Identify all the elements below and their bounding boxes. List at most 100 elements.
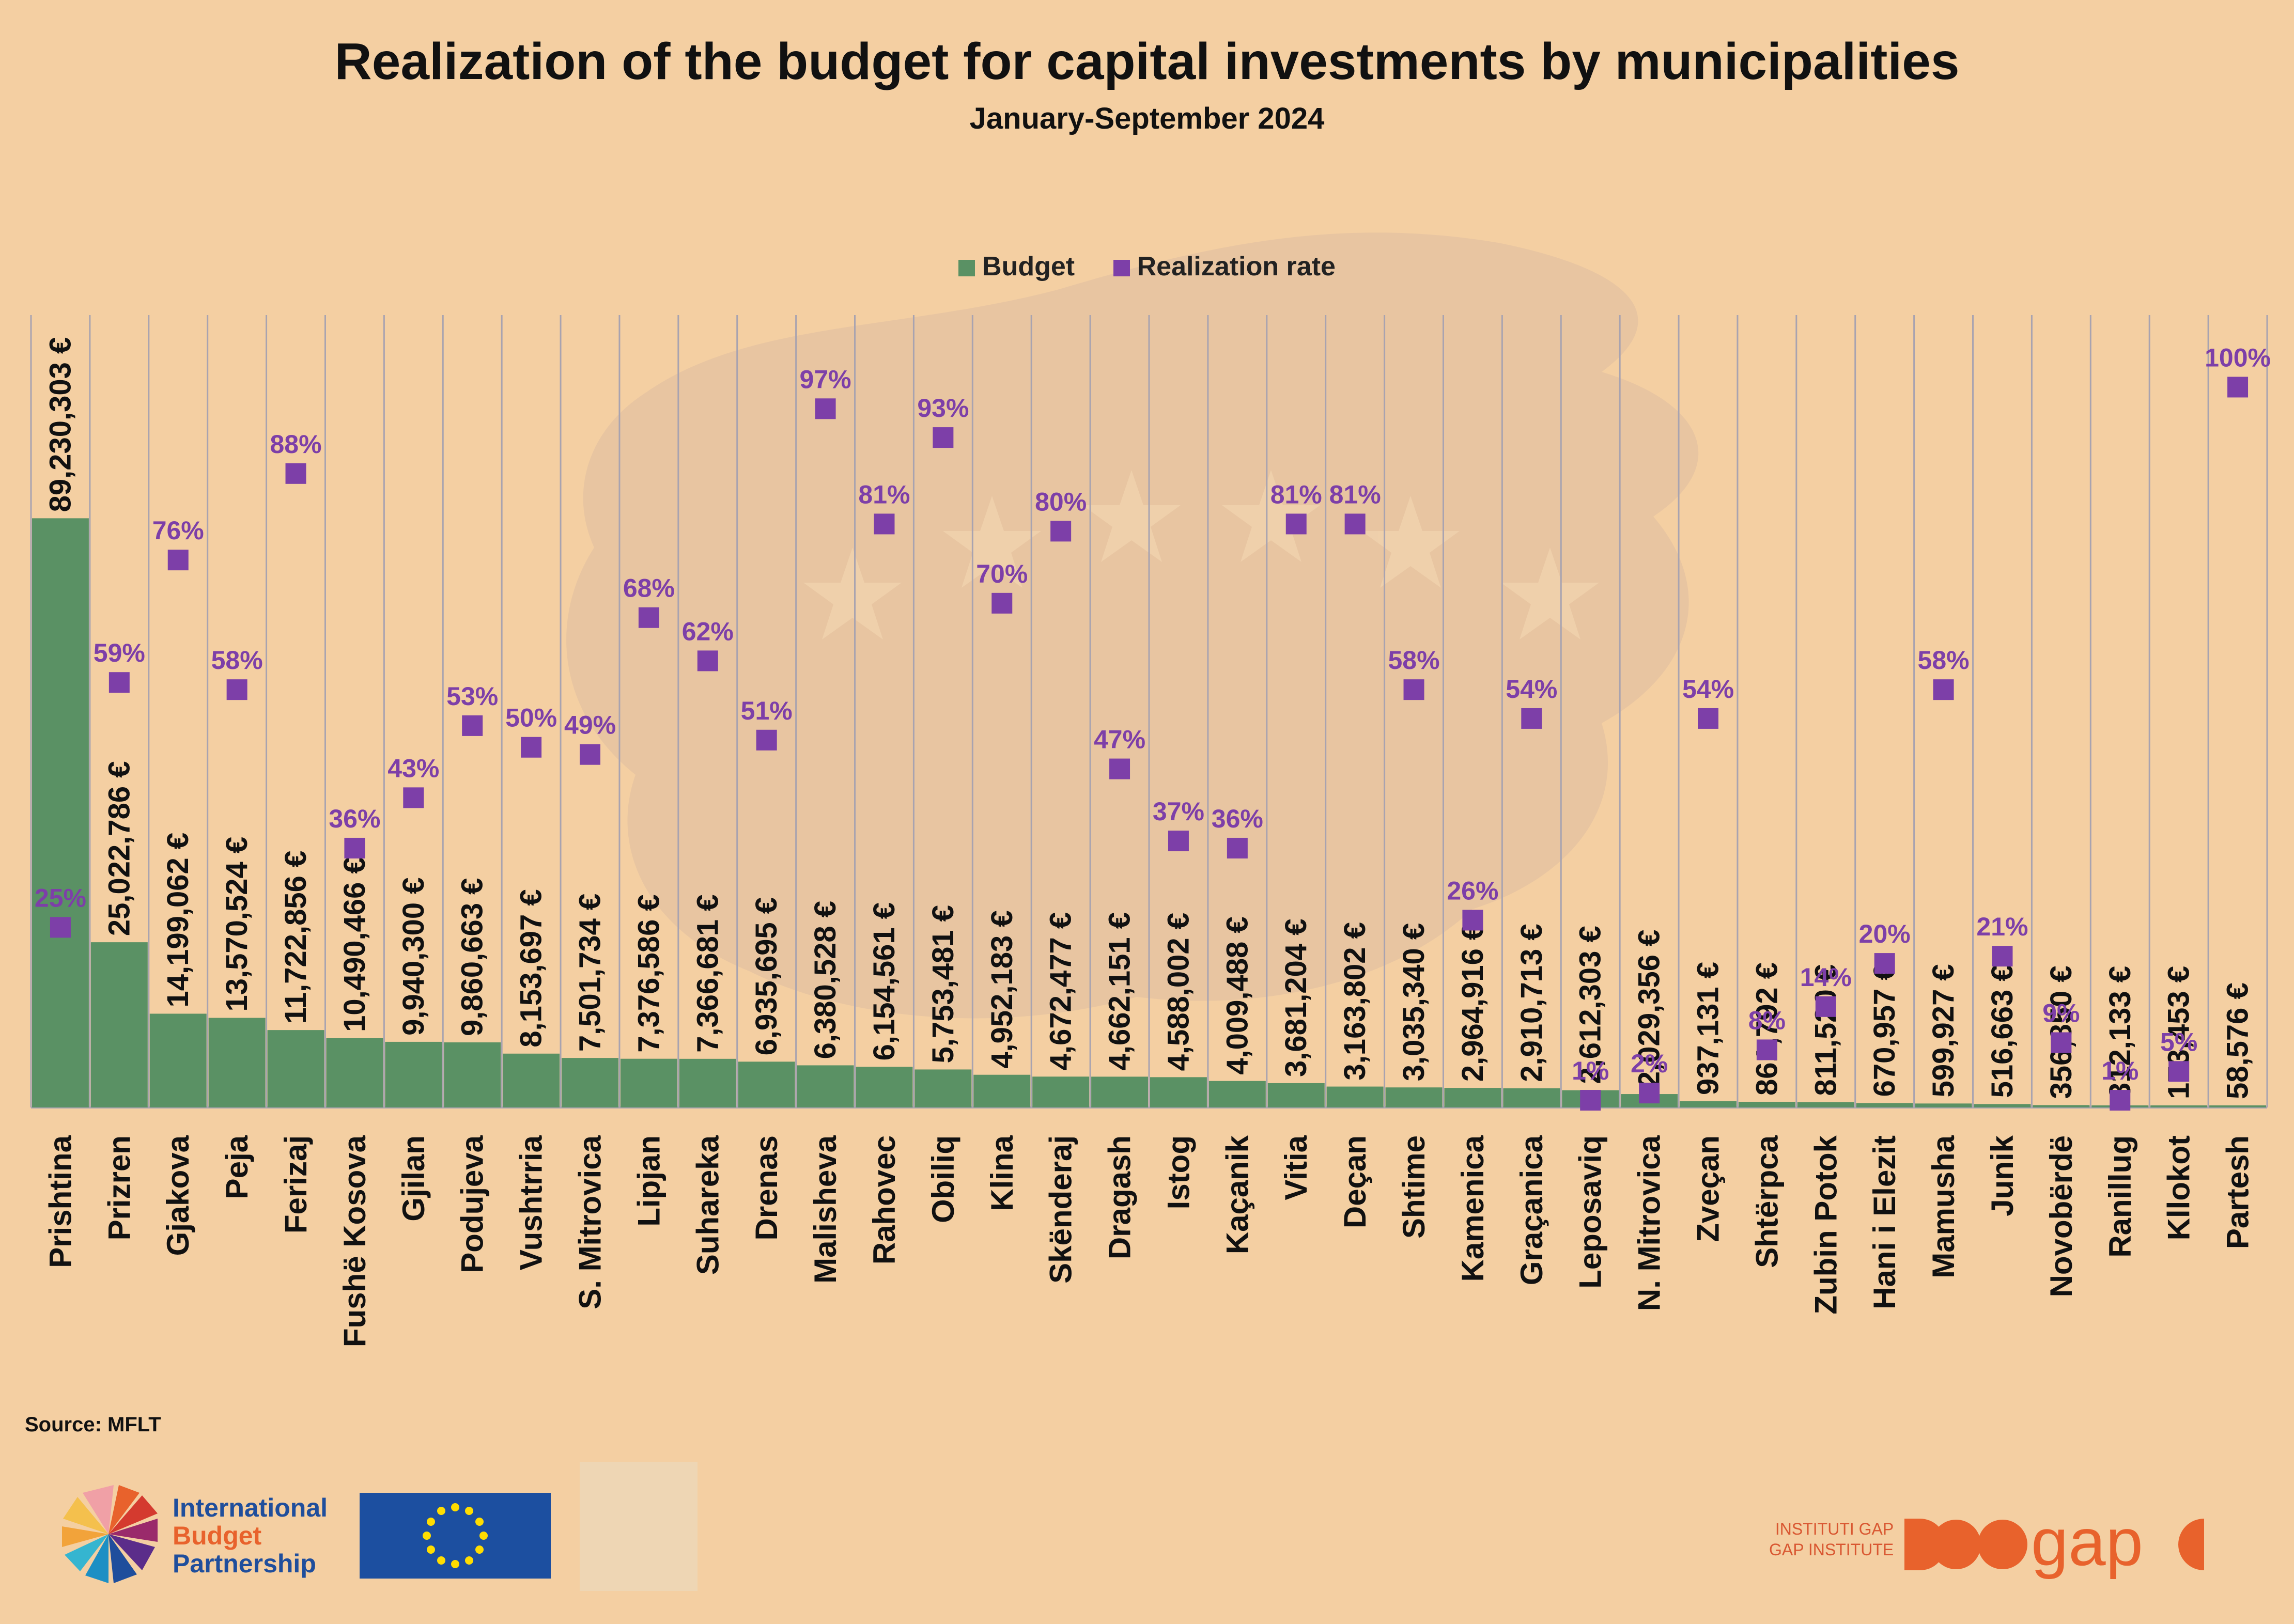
ibp-petal-2 bbox=[109, 1495, 158, 1534]
budget-bar bbox=[738, 1061, 795, 1107]
rate-data-label: 49% bbox=[564, 711, 616, 740]
rate-data-label: 81% bbox=[1329, 480, 1381, 509]
rate-data-label: 21% bbox=[1976, 912, 2028, 941]
x-tick-label: Ferizaj bbox=[278, 1135, 313, 1233]
rate-marker bbox=[1344, 513, 1366, 535]
rate-marker bbox=[462, 715, 483, 736]
rate-marker bbox=[109, 672, 130, 693]
rate-marker bbox=[1580, 1090, 1601, 1111]
x-tick-label: Junik bbox=[1985, 1135, 2020, 1216]
eu-star bbox=[451, 1560, 459, 1568]
budget-data-label: 7,376,586 € bbox=[632, 894, 665, 1052]
x-tick-label: Skënderaj bbox=[1044, 1135, 1078, 1284]
x-tick-label: Prizren bbox=[102, 1135, 136, 1240]
rate-marker bbox=[1050, 521, 1072, 542]
rate-data-label: 54% bbox=[1506, 675, 1557, 704]
budget-bar bbox=[562, 1058, 618, 1107]
x-tick-label: Kamenica bbox=[1455, 1135, 1490, 1282]
budget-bar bbox=[1150, 1077, 1207, 1107]
eu-star bbox=[451, 1503, 459, 1511]
star-5 bbox=[1361, 496, 1460, 588]
gap-institute-text: INSTITUTI GAP GAP INSTITUTE bbox=[1769, 1519, 1894, 1560]
rate-data-label: 76% bbox=[152, 516, 204, 545]
legend-swatch-rate bbox=[1113, 260, 1130, 276]
budget-bar bbox=[90, 942, 148, 1107]
rate-data-label: 80% bbox=[1035, 487, 1087, 516]
x-tick-label: Klina bbox=[985, 1135, 1019, 1211]
rate-data-label: 5% bbox=[2160, 1027, 2197, 1056]
eu-star bbox=[437, 1507, 445, 1515]
rate-marker bbox=[403, 787, 424, 808]
budget-data-label: 58,576 € bbox=[2221, 982, 2255, 1099]
rate-marker bbox=[1285, 513, 1307, 535]
ibp-line-2: Budget bbox=[173, 1521, 262, 1550]
ibp-petal-6 bbox=[85, 1534, 109, 1583]
budget-bar bbox=[797, 1065, 854, 1107]
budget-data-label: 11,722,856 € bbox=[279, 851, 313, 1024]
star-1 bbox=[803, 548, 902, 639]
source-note: Source: MFLT bbox=[25, 1413, 161, 1436]
budget-data-label: 4,662,151 € bbox=[1103, 912, 1137, 1070]
rate-data-label: 81% bbox=[1270, 480, 1322, 509]
legend-swatch-budget bbox=[958, 260, 975, 276]
rate-marker bbox=[1756, 1039, 1777, 1060]
rate-data-label: 93% bbox=[917, 394, 969, 423]
star-6 bbox=[1501, 548, 1599, 639]
budget-bar bbox=[1267, 1083, 1325, 1107]
ibp-logo-icon bbox=[62, 1485, 158, 1583]
eu-star bbox=[437, 1556, 445, 1565]
rate-marker bbox=[874, 513, 895, 535]
budget-bar bbox=[208, 1018, 266, 1107]
rate-data-label: 1% bbox=[2101, 1056, 2138, 1085]
budget-data-label: 9,860,663 € bbox=[456, 878, 489, 1036]
rate-marker bbox=[2051, 1032, 2072, 1053]
budget-bar bbox=[1032, 1076, 1090, 1107]
budget-bar bbox=[1208, 1081, 1266, 1107]
budget-data-label: 8,153,697 € bbox=[515, 889, 548, 1047]
rate-data-label: 43% bbox=[388, 754, 439, 783]
ibp-petal-4 bbox=[109, 1534, 155, 1570]
gap-dot-3 bbox=[1978, 1520, 2027, 1569]
ibp-wordmark: International Budget Partnership bbox=[173, 1494, 328, 1578]
budget-data-label: 2,612,303 € bbox=[1574, 926, 1607, 1084]
budget-data-label: 4,588,002 € bbox=[1161, 913, 1195, 1071]
budget-bar bbox=[267, 1030, 324, 1107]
x-tick-label: Kaçanik bbox=[1220, 1135, 1254, 1254]
x-tick-label: Peja bbox=[220, 1135, 254, 1199]
legend-item-rate: Realization rate bbox=[1113, 251, 1336, 282]
budget-bar bbox=[444, 1042, 501, 1107]
legend-label-budget: Budget bbox=[982, 252, 1075, 282]
budget-bar bbox=[620, 1058, 677, 1107]
rate-marker bbox=[167, 550, 189, 571]
x-tick-label: Hani i Elezit bbox=[1867, 1135, 1902, 1309]
rate-data-label: 47% bbox=[1094, 725, 1145, 754]
x-tick-label: Graçanica bbox=[1514, 1135, 1549, 1285]
chart-title: Realization of the budget for capital in… bbox=[334, 33, 1960, 90]
budget-data-label: 312,133 € bbox=[2103, 966, 2137, 1099]
rate-data-label: 14% bbox=[1800, 963, 1852, 992]
rate-marker bbox=[344, 837, 365, 858]
budget-data-label: 7,501,734 € bbox=[574, 894, 607, 1052]
budget-data-label: 6,935,695 € bbox=[750, 897, 783, 1055]
x-tick-label: Podujeva bbox=[455, 1135, 490, 1273]
budget-data-label: 861,792 € bbox=[1750, 962, 1784, 1096]
ibp-line-3: Partnership bbox=[173, 1549, 316, 1578]
budget-bar bbox=[2033, 1105, 2090, 1107]
x-tick-label: N. Mitrovica bbox=[1632, 1135, 1667, 1311]
budget-data-label: 4,952,183 € bbox=[985, 910, 1019, 1068]
x-tick-label: Novobërdë bbox=[2044, 1135, 2079, 1297]
rate-marker bbox=[991, 592, 1013, 614]
budget-data-label: 516,663 € bbox=[1986, 964, 2019, 1098]
star-3 bbox=[1082, 470, 1181, 562]
rate-marker bbox=[815, 398, 836, 419]
gap-dot-4 bbox=[2178, 1519, 2204, 1570]
ibp-petal-7 bbox=[65, 1534, 109, 1571]
x-tick-label: Deçan bbox=[1338, 1135, 1372, 1228]
ibp-petal-10 bbox=[83, 1485, 114, 1534]
gap-dot-2 bbox=[1931, 1520, 1981, 1569]
x-tick-label: Malisheva bbox=[808, 1135, 843, 1283]
eu-star bbox=[475, 1545, 484, 1554]
rate-data-label: 81% bbox=[858, 480, 910, 509]
eu-star bbox=[465, 1507, 473, 1515]
rate-marker bbox=[285, 463, 306, 484]
